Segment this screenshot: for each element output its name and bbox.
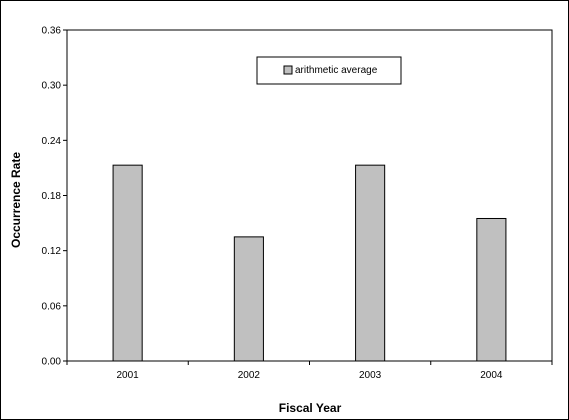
- x-axis: 2001 2002 2003 2004: [66, 360, 553, 381]
- bar-2003: [355, 164, 386, 362]
- y-tick-label: 0.30: [42, 81, 62, 92]
- x-tick-label: 2003: [359, 370, 382, 381]
- y-tick-label: 0.06: [42, 301, 62, 312]
- x-tick-label: 2004: [480, 370, 503, 381]
- legend-swatch: [283, 65, 293, 75]
- y-tick-label: 0.00: [42, 357, 62, 368]
- y-tick-label: 0.18: [42, 191, 62, 202]
- legend: arithmetic average: [256, 56, 402, 85]
- bar-2002: [233, 236, 264, 362]
- bar-2001: [112, 164, 143, 362]
- y-tick-label: 0.36: [42, 26, 62, 37]
- legend-label: arithmetic average: [295, 65, 378, 76]
- bars: [112, 164, 507, 362]
- x-tick-label: 2002: [238, 370, 261, 381]
- x-axis-title: Fiscal Year: [279, 401, 342, 415]
- legend-box: [256, 56, 402, 85]
- x-tick-label: 2001: [117, 370, 140, 381]
- y-tick-label: 0.24: [42, 136, 62, 147]
- y-tick-label: 0.12: [42, 246, 62, 257]
- y-axis-title: Occurrence Rate: [9, 152, 23, 248]
- bar-2004: [476, 217, 507, 362]
